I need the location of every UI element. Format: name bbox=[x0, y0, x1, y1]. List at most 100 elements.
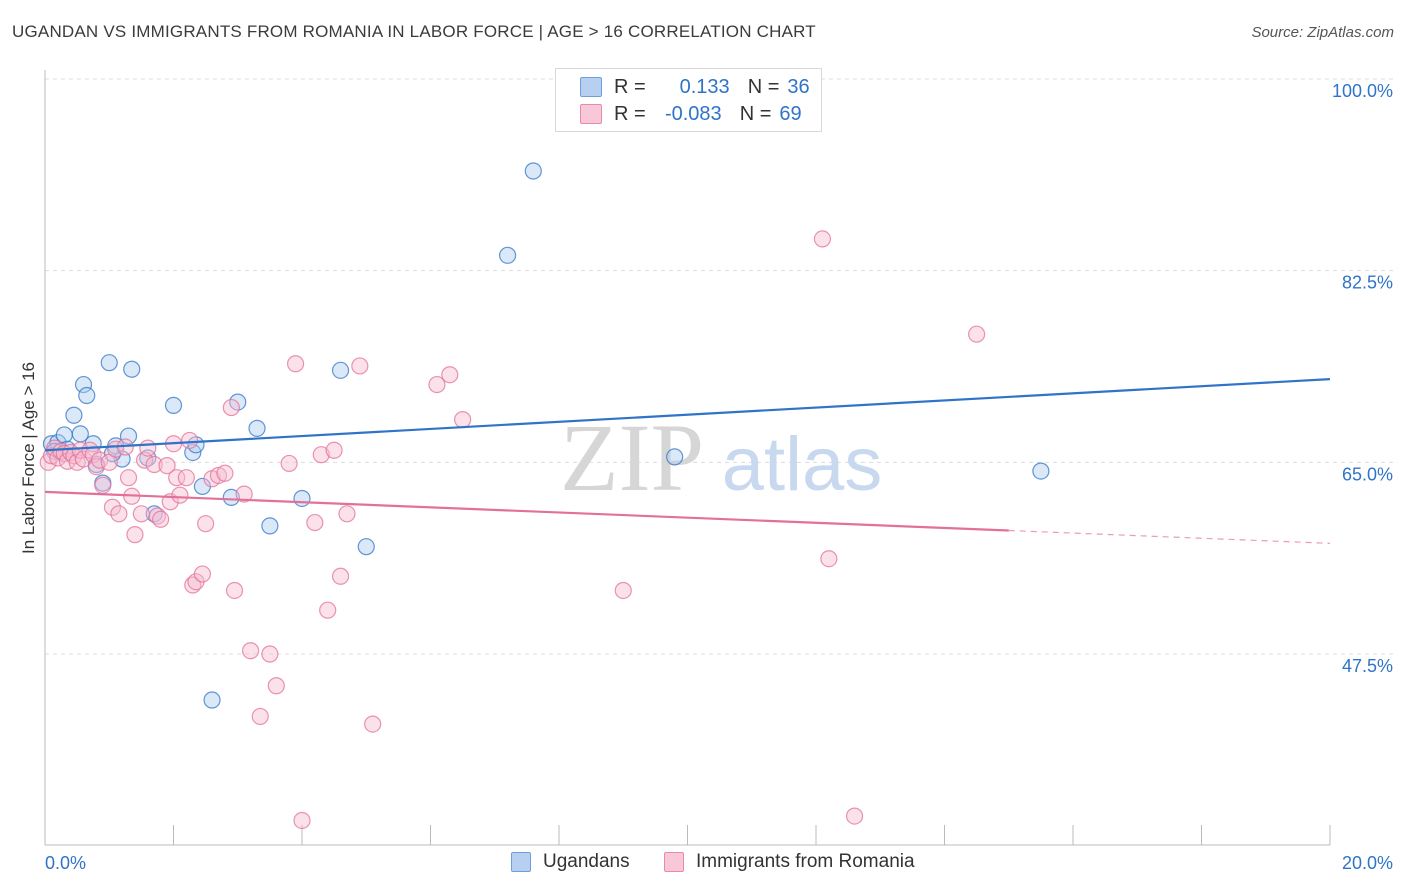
romania-point bbox=[110, 505, 128, 523]
romania-point bbox=[119, 469, 138, 487]
ugandans-point bbox=[248, 419, 266, 437]
trend-lines bbox=[44, 377, 1331, 544]
axes bbox=[44, 70, 1331, 846]
r-label: R = bbox=[614, 102, 646, 125]
romania-point bbox=[331, 567, 350, 585]
n-label: N = bbox=[747, 75, 780, 98]
legend-swatch-romania bbox=[664, 852, 684, 872]
watermark: ZIP atlas bbox=[560, 404, 882, 511]
ugandans-point bbox=[524, 162, 542, 180]
romania-point bbox=[813, 230, 832, 248]
romania-point bbox=[197, 515, 215, 533]
n-value: 69 bbox=[779, 102, 802, 125]
ugandans-point bbox=[1032, 462, 1050, 480]
romania-point bbox=[820, 550, 838, 568]
romania-point bbox=[312, 446, 330, 464]
source-label: Source: ZipAtlas.com bbox=[1251, 24, 1394, 41]
ugandans-point bbox=[100, 354, 118, 372]
y-tick-label: 47.5% bbox=[1342, 656, 1393, 676]
x-tick-label: 20.0% bbox=[1342, 853, 1393, 873]
romania-point bbox=[126, 526, 144, 544]
ugandans-swatch bbox=[580, 77, 602, 97]
legend-label: Immigrants from Romania bbox=[696, 851, 915, 872]
y-tick-label: 100.0% bbox=[1332, 81, 1393, 101]
romania-point bbox=[261, 645, 279, 663]
romania-point bbox=[614, 581, 632, 600]
stats-box: R = 0.133 N = 36 R = -0.083 N = 69 bbox=[555, 68, 822, 132]
romania-point bbox=[351, 357, 369, 375]
romania-trend-line-dashed bbox=[1008, 529, 1331, 544]
romania-point bbox=[845, 807, 864, 825]
axis-labels: 47.5% 65.0% 82.5% 100.0% 0.0% 20.0% In Labor F… bbox=[19, 81, 1393, 873]
legend-swatch-ugandans bbox=[511, 852, 531, 872]
ugandans-point bbox=[203, 691, 221, 709]
romania-point bbox=[94, 476, 112, 494]
romania-point bbox=[168, 469, 186, 487]
romania-point bbox=[216, 464, 234, 482]
ugandans-point bbox=[119, 427, 138, 445]
data-points bbox=[39, 162, 1050, 830]
romania-point bbox=[280, 454, 298, 473]
romania-point bbox=[71, 441, 89, 459]
romania-point bbox=[193, 565, 212, 583]
romania-point bbox=[103, 498, 122, 516]
watermark-zip: ZIP bbox=[560, 404, 704, 511]
romania-point bbox=[222, 398, 240, 417]
stats-row-ugandans: R = 0.133 N = 36 bbox=[556, 74, 810, 100]
romania-point bbox=[152, 510, 170, 528]
ugandans-point bbox=[222, 488, 240, 506]
romania-point bbox=[428, 375, 446, 394]
romania-point bbox=[145, 455, 163, 474]
romania-point bbox=[180, 431, 199, 450]
y-axis-label: In Labor Force | Age > 16 bbox=[19, 362, 38, 554]
romania-point bbox=[319, 601, 337, 619]
ugandans-point bbox=[74, 375, 93, 394]
romania-point bbox=[338, 505, 356, 523]
legend-item-ugandans[interactable]: Ugandans bbox=[511, 851, 630, 873]
r-value: -0.083 bbox=[664, 102, 722, 125]
romania-point bbox=[325, 441, 343, 459]
n-value: 36 bbox=[787, 75, 810, 98]
ugandans-point bbox=[357, 538, 375, 556]
watermark-atlas: atlas bbox=[722, 422, 883, 507]
romania-point bbox=[364, 715, 382, 733]
romania-point bbox=[148, 507, 167, 525]
ugandans-point bbox=[666, 448, 684, 466]
romania-point bbox=[171, 486, 189, 504]
romania-point bbox=[158, 457, 176, 475]
romania-point bbox=[225, 581, 244, 600]
romania-point bbox=[267, 677, 285, 695]
ugandans-point bbox=[65, 406, 83, 424]
stats-row-romania: R = -0.083 N = 69 bbox=[556, 101, 802, 127]
ugandans-trend-line bbox=[44, 377, 1331, 452]
romania-swatch bbox=[580, 104, 602, 124]
romania-point bbox=[286, 355, 305, 373]
y-tick-label: 82.5% bbox=[1342, 273, 1393, 293]
legend: Ugandans Immigrants from Romania bbox=[0, 851, 1406, 879]
legend-item-romania[interactable]: Immigrants from Romania bbox=[664, 851, 915, 873]
ugandans-point bbox=[499, 246, 517, 264]
romania-point bbox=[441, 366, 459, 384]
n-label: N = bbox=[739, 102, 772, 125]
romania-trend-line bbox=[44, 490, 1009, 532]
romania-point bbox=[177, 469, 195, 487]
romania-point bbox=[209, 466, 228, 485]
ugandans-point bbox=[164, 396, 183, 414]
ugandans-point bbox=[331, 361, 350, 379]
chart-title: UGANDAN VS IMMIGRANTS FROM ROMANIA IN LA… bbox=[12, 22, 816, 41]
r-label: R = bbox=[614, 75, 646, 98]
romania-point bbox=[968, 325, 986, 343]
romania-point bbox=[251, 707, 269, 726]
romania-point bbox=[242, 642, 260, 660]
x-tick-label: 0.0% bbox=[45, 853, 86, 873]
y-tick-label: 65.0% bbox=[1342, 464, 1393, 484]
ugandans-point bbox=[123, 360, 141, 378]
legend-label: Ugandans bbox=[543, 851, 630, 872]
romania-point bbox=[139, 439, 157, 457]
r-value: 0.133 bbox=[679, 75, 730, 98]
romania-point bbox=[235, 485, 253, 503]
ugandans-point bbox=[293, 489, 311, 508]
romania-point bbox=[306, 513, 324, 532]
romania-point bbox=[293, 811, 311, 830]
